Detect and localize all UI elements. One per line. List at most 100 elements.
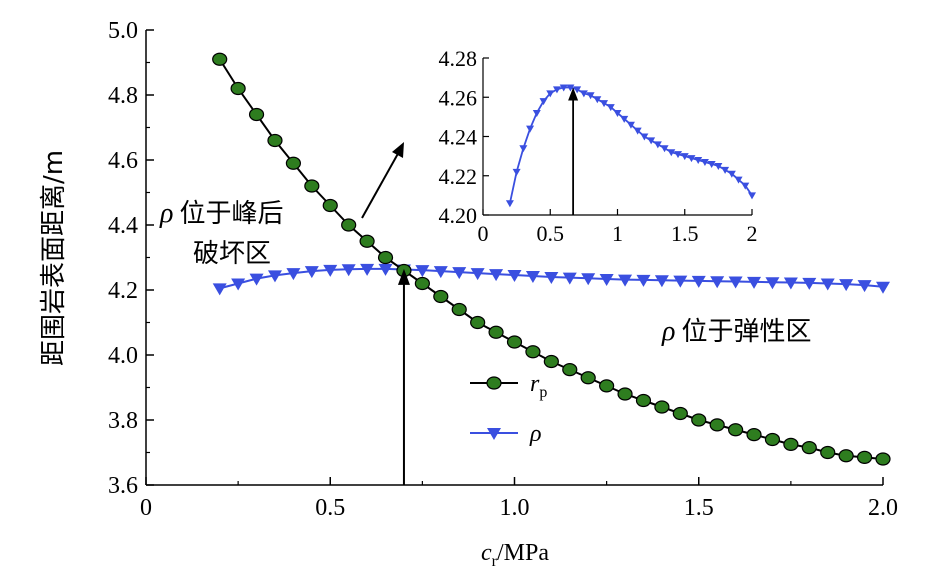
inset-series-point <box>680 153 689 161</box>
series-rho-point <box>876 281 890 294</box>
series-rho-point <box>470 268 485 281</box>
legend-rp-marker <box>486 376 502 390</box>
y-tick-label: 4.4 <box>108 213 138 239</box>
inset-series-point <box>707 160 716 168</box>
inset-series-point <box>613 109 622 117</box>
series-rho-point <box>452 267 467 280</box>
inset-arrow-head <box>568 87 579 101</box>
inset-series-point <box>748 192 756 200</box>
annotation-elastic: ρ 位于弹性区 <box>661 316 811 347</box>
series-rho-point <box>544 272 559 284</box>
series-rp-point <box>783 437 799 451</box>
inset-series-point <box>593 96 602 104</box>
inset-y-tick-label: 4.22 <box>439 164 478 189</box>
series-rho-point <box>691 275 706 288</box>
series-rp-point <box>488 325 504 339</box>
series-rp-point <box>875 452 891 466</box>
series-rho-point <box>654 275 669 288</box>
series-rho-point <box>636 274 651 287</box>
series-rho-point <box>857 280 872 293</box>
y-tick-label: 3.6 <box>108 473 138 499</box>
inset-series-point <box>519 145 528 153</box>
inset-series-point <box>505 200 514 208</box>
inset-series-point <box>741 182 750 190</box>
series-rho-point <box>286 268 301 281</box>
x-tick-label: 1.5 <box>684 495 714 521</box>
inset-series-point <box>606 104 615 112</box>
inset-y-tick-label: 4.24 <box>439 125 478 150</box>
series-rp-point <box>562 363 578 377</box>
inset-x-tick-label: 1.5 <box>671 221 699 246</box>
series-rho-point <box>802 277 817 290</box>
y-tick-label: 4.2 <box>108 278 138 304</box>
series-rp-point <box>543 354 559 369</box>
inset-series-point <box>600 100 609 108</box>
x-tick-label: 0.5 <box>315 495 345 521</box>
inset-series-point <box>526 125 535 133</box>
inset-x-tick-label: 2 <box>747 221 758 246</box>
series-rp-point <box>599 379 615 393</box>
series-rho-point <box>728 276 743 289</box>
series-rp-point <box>580 371 596 385</box>
series-rp-point <box>212 52 228 66</box>
series-rp-point <box>470 315 486 330</box>
series-rho-point <box>267 270 282 283</box>
series-rp-point <box>525 345 541 359</box>
series-rp-point <box>820 445 836 460</box>
series-rp-point <box>746 428 762 442</box>
series-rho-point <box>323 264 338 277</box>
inset-series-point <box>512 168 521 176</box>
series-rho-point <box>673 275 688 288</box>
series-rho-point <box>839 279 854 292</box>
legend-rho-marker <box>487 428 501 440</box>
series-rp-point <box>230 81 246 96</box>
series-rho-point <box>710 276 725 289</box>
series-rho-point <box>360 263 375 276</box>
legend: rp ρ <box>470 371 547 447</box>
series-rp-point <box>506 335 523 349</box>
x-tick-label: 0 <box>140 495 152 521</box>
series-rp-point <box>635 393 652 408</box>
inset-series-point <box>674 151 683 159</box>
series-rp-point <box>433 289 449 304</box>
series-rp-point <box>801 441 817 455</box>
series-rho-point <box>489 269 504 282</box>
inset-series-point <box>620 115 629 123</box>
series-rp-point <box>267 133 283 148</box>
series-rho-point <box>249 273 264 286</box>
series-rho-point <box>820 278 835 291</box>
inset-series-point <box>633 127 642 135</box>
series-rho-point <box>747 276 762 289</box>
inset-series-point <box>700 159 709 167</box>
inset-series-point <box>714 162 723 170</box>
x-tick-label: 1.0 <box>500 495 530 521</box>
series-rho-point <box>783 277 798 290</box>
annotation-post-peak: ρ 位于峰后 <box>159 198 283 229</box>
series-rp-point <box>285 156 301 170</box>
x-tick-label: 2.0 <box>868 495 898 521</box>
y-tick-label: 5.0 <box>108 18 138 44</box>
inset-series-point <box>647 137 656 145</box>
inset-series-line <box>509 86 753 204</box>
inset-series-point <box>660 145 669 153</box>
x-axis-label: cr/MPa <box>481 540 549 570</box>
series-rho-point <box>212 283 227 296</box>
inset-series-point <box>687 155 696 163</box>
annotation-post-peak-line2: 破坏区 <box>193 239 271 269</box>
inset-series-point <box>559 84 568 92</box>
inset-series-point <box>552 86 561 94</box>
series-rho-point <box>562 272 577 285</box>
series-rp-point <box>709 418 725 432</box>
inset-series-point <box>727 170 736 178</box>
series-rho-point <box>765 277 780 290</box>
inset-series-point <box>694 157 703 165</box>
series-rp-point <box>838 449 854 463</box>
annotation-arrow-head <box>392 142 404 158</box>
series-rp-point <box>856 450 873 464</box>
inset-series-point <box>573 86 582 94</box>
inset-y-tick-label: 4.20 <box>439 203 478 228</box>
series-rho-point <box>341 264 356 277</box>
inset-chart: 0 0.5 1 1.5 2 4.20 4.22 4.24 4.26 4.28 <box>439 46 758 246</box>
series-rp-point <box>377 250 394 265</box>
series-rp-point <box>451 302 467 317</box>
